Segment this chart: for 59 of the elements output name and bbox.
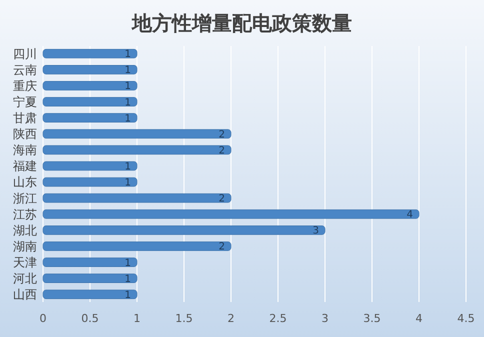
x-tick-label: 0 <box>40 312 46 325</box>
y-tick-label: 江苏 <box>13 207 37 222</box>
x-tick-label: 1.5 <box>175 312 193 325</box>
y-tick-label: 福建 <box>13 159 37 174</box>
y-tick-label: 湖北 <box>13 223 37 238</box>
bar <box>42 177 138 187</box>
bar <box>42 258 138 267</box>
bar <box>42 48 138 58</box>
data-label: 1 <box>124 49 131 60</box>
bar <box>42 65 138 74</box>
x-tick-label: 2.5 <box>269 312 287 325</box>
y-tick-label: 甘肃 <box>13 111 37 126</box>
bar <box>42 226 326 235</box>
bar <box>42 242 232 251</box>
y-tick-label: 河北 <box>13 272 37 286</box>
data-label: 1 <box>124 81 131 92</box>
y-tick-label: 湖南 <box>13 239 37 254</box>
x-tick-label: 2 <box>228 312 234 325</box>
data-label: 1 <box>124 258 131 269</box>
chart-title: 地方性增量配电政策数量 <box>131 11 352 35</box>
bar <box>42 161 138 171</box>
data-label: 2 <box>218 194 225 205</box>
x-tick-label: 0.5 <box>81 312 99 325</box>
x-tick-label: 1 <box>134 312 140 325</box>
data-label: 1 <box>124 290 131 301</box>
y-tick-label: 重庆 <box>13 78 37 93</box>
x-tick-label: 4 <box>416 312 422 325</box>
bar <box>42 129 232 139</box>
data-label: 4 <box>406 210 413 221</box>
data-label: 1 <box>124 161 131 172</box>
bar <box>42 97 138 106</box>
data-label: 2 <box>218 129 225 140</box>
x-tick-label: 3 <box>322 312 328 325</box>
y-tick-label: 天津 <box>13 255 37 270</box>
y-tick-label: 陕西 <box>13 127 37 142</box>
y-tick-label: 海南 <box>13 143 37 158</box>
data-label: 2 <box>218 242 225 253</box>
bar <box>42 209 420 219</box>
data-label: 1 <box>124 113 131 124</box>
y-tick-label: 四川 <box>13 46 37 61</box>
data-label: 3 <box>312 226 319 237</box>
y-tick-label: 浙江 <box>13 191 37 206</box>
bar <box>42 193 232 203</box>
data-label: 1 <box>124 178 131 189</box>
data-label: 2 <box>218 145 225 156</box>
data-label: 1 <box>124 274 131 285</box>
y-tick-label: 山西 <box>13 288 37 302</box>
x-tick-label: 4.5 <box>457 312 475 325</box>
y-tick-label: 宁夏 <box>13 94 37 109</box>
bar <box>42 145 232 155</box>
y-tick-label: 山东 <box>13 175 37 190</box>
bar <box>42 274 138 283</box>
bar <box>42 113 138 122</box>
y-tick-label: 云南 <box>13 62 37 77</box>
data-label: 1 <box>124 97 131 108</box>
data-label: 1 <box>124 65 131 76</box>
bar <box>42 81 138 90</box>
bar <box>42 290 138 300</box>
x-tick-label: 3.5 <box>363 312 381 325</box>
